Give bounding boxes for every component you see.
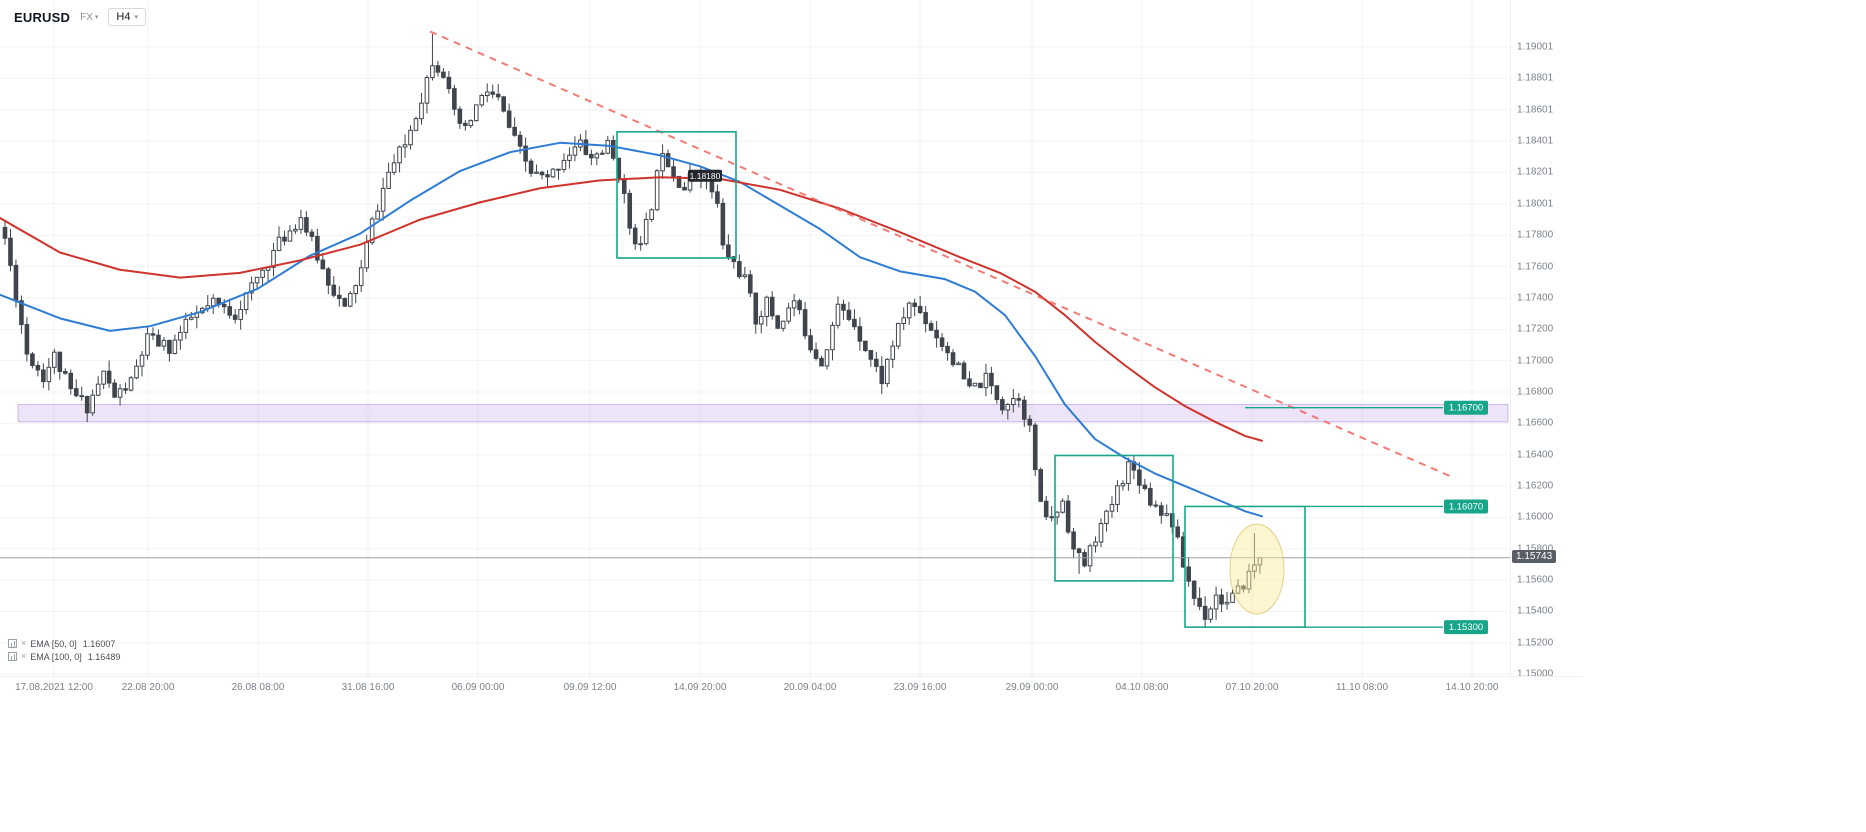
highlight-ellipse-drawing[interactable] [1229, 523, 1285, 615]
indicator-legend-row[interactable]: × EMA [50, 0] 1.16007 [8, 637, 120, 650]
rectangle-box-2[interactable] [1054, 454, 1174, 582]
price-axis-label: 1.16800 [1517, 386, 1554, 398]
ema100-line [0, 176, 1263, 442]
current-price-tag: 1.15743 [1512, 549, 1557, 563]
time-axis-label: 06.09 00:00 [451, 682, 505, 693]
time-axis-label: 22.08 20:00 [121, 682, 175, 693]
remove-indicator-icon[interactable]: × [21, 651, 27, 661]
time-axis-label: 14.09 20:00 [673, 682, 727, 693]
chart-grid [0, 0, 1510, 690]
rectangle-box-3[interactable] [1184, 505, 1306, 628]
price-axis-label: 1.18001 [1517, 198, 1554, 210]
time-axis-label: 17.08.2021 12:00 [15, 682, 93, 693]
price-axis-label: 1.18201 [1517, 166, 1554, 178]
price-axis-label: 1.15200 [1517, 637, 1554, 649]
indicator-value: 1.16007 [82, 638, 116, 649]
svg-text:1.18180: 1.18180 [690, 171, 721, 181]
chevron-down-icon: ▾ [94, 13, 99, 21]
svg-text:1.15300: 1.15300 [1449, 622, 1483, 633]
price-axis-label: 1.15400 [1517, 605, 1554, 617]
timeframe-label: H4 [116, 11, 131, 23]
horizontal-ray-3[interactable]: 1.15300 [1305, 620, 1488, 635]
time-axis-label: 14.10 20:00 [1445, 682, 1499, 693]
time-axis[interactable]: 17.08.2021 12:00 22.08 20:00 26.08 08:00 31… [0, 676, 1582, 702]
horizontal-ray-2[interactable]: 1.16070 [1305, 499, 1488, 514]
chevron-down-icon: ▾ [134, 13, 138, 21]
price-axis-label: 1.15600 [1517, 574, 1554, 586]
time-axis-label: 29.09 00:00 [1005, 682, 1059, 693]
timeframe-button[interactable]: H4 ▾ [108, 8, 146, 26]
indicator-value: 1.16489 [87, 651, 121, 662]
symbol-header: EURUSD FX ▾ H4 ▾ [14, 8, 146, 26]
time-axis-label: 23.09 16:00 [893, 682, 947, 693]
time-axis-label: 07.10 20:00 [1225, 682, 1279, 693]
symbol-name[interactable]: EURUSD [14, 9, 71, 25]
time-axis-label: 09.09 12:00 [563, 682, 617, 693]
time-axis-label: 26.08 08:00 [231, 682, 285, 693]
price-axis-label: 1.18401 [1517, 135, 1554, 147]
horizontal-ray-1[interactable]: 1.16700 [1245, 400, 1488, 415]
time-axis-label: 04.10 08:00 [1115, 682, 1169, 693]
price-axis-label: 1.16200 [1517, 480, 1554, 492]
time-axis-label: 11.10 08:00 [1335, 682, 1389, 693]
price-axis-label: 1.16600 [1517, 417, 1554, 429]
time-axis-label: 31.08 16:00 [341, 682, 395, 693]
time-axis-label: 20.09 04:00 [783, 682, 837, 693]
price-axis-label: 1.18801 [1517, 72, 1554, 84]
indicator-chart-icon[interactable] [8, 652, 17, 661]
price-axis-label: 1.17200 [1517, 323, 1554, 335]
indicator-legend: × EMA [50, 0] 1.16007 × EMA [100, 0] 1.16489 [8, 637, 120, 663]
indicator-chart-icon[interactable] [8, 639, 17, 648]
price-axis-label: 1.17600 [1517, 261, 1554, 273]
price-axis-label: 1.17800 [1517, 229, 1554, 241]
svg-text:1.16700: 1.16700 [1449, 403, 1483, 414]
price-axis[interactable]: 1.19001 1.18801 1.18601 1.18401 1.18201 1.180… [1510, 0, 1582, 680]
price-axis-label: 1.18601 [1517, 104, 1554, 116]
price-axis-label: 1.17400 [1517, 292, 1554, 304]
rectangle-box-1[interactable] [616, 131, 737, 259]
price-axis-label: 1.17000 [1517, 355, 1554, 367]
candles-series [2, 33, 1263, 628]
price-axis-label: 1.15800 [1517, 543, 1554, 555]
svg-text:1.16070: 1.16070 [1449, 501, 1483, 512]
price-label-tag: 1.16700 [1444, 400, 1488, 415]
trendline-drawing[interactable] [429, 30, 1456, 480]
supply-zone-drawing[interactable] [17, 404, 1509, 423]
price-axis-label: 1.15000 [1517, 668, 1554, 680]
chart-price-tag: 1.18180 [688, 169, 722, 182]
price-label-tag: 1.15300 [1444, 620, 1488, 635]
price-axis-label: 1.16000 [1517, 511, 1554, 523]
candlestick-chart[interactable]: 1.16700 1.16070 1.15300 1.18180 [0, 0, 1510, 690]
indicator-legend-row[interactable]: × EMA [100, 0] 1.16489 [8, 650, 120, 663]
price-axis-label: 1.16400 [1517, 449, 1554, 461]
price-label-tag: 1.16070 [1444, 499, 1488, 514]
indicator-label: EMA [100, 0] [30, 651, 82, 662]
market-selector[interactable]: FX ▾ [80, 12, 98, 23]
indicator-label: EMA [50, 0] [30, 638, 77, 649]
market-label: FX [80, 11, 93, 23]
price-axis-label: 1.19001 [1517, 41, 1554, 53]
remove-indicator-icon[interactable]: × [21, 638, 27, 648]
